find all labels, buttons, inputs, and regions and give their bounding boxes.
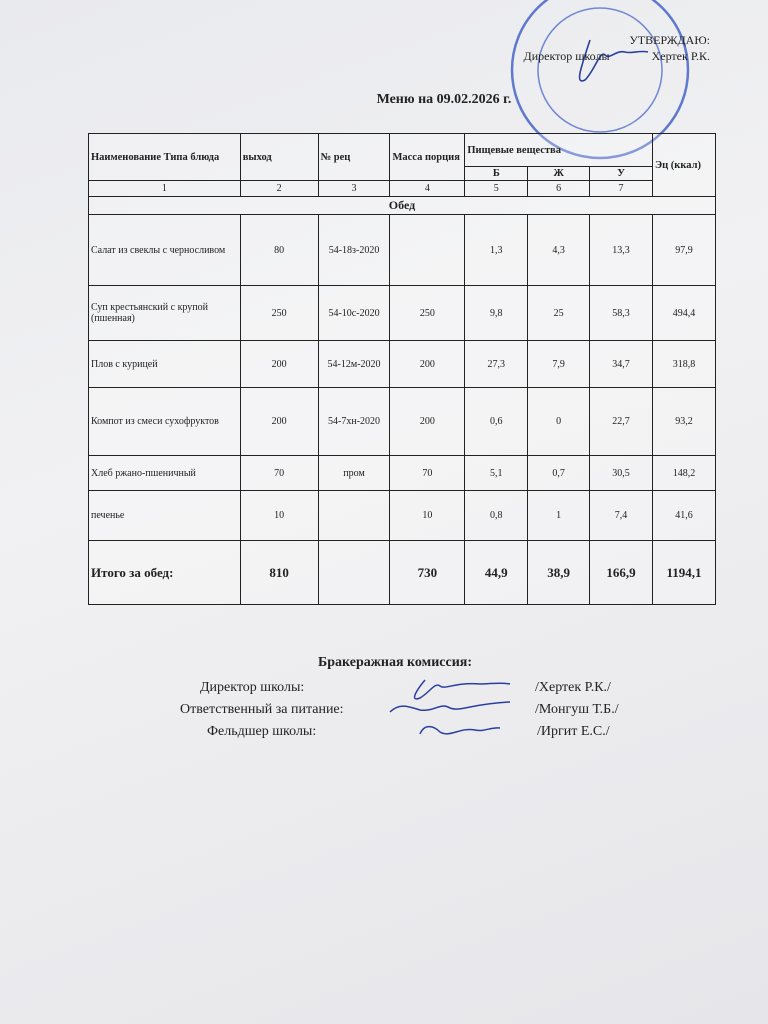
cell: 54-7хн-2020 <box>317 387 391 456</box>
commission-role: Директор школы: <box>200 680 305 695</box>
approval-block: УТВЕРЖДАЮ: Директор школы Хертек Р.К. <box>524 32 710 64</box>
header-nutrients: Пищевые вещества <box>464 133 653 167</box>
col-number: 3 <box>317 180 391 197</box>
menu-table: Наименование Типа блюда выход № рец Масс… <box>88 133 716 605</box>
cell: 200 <box>239 340 319 388</box>
cell: 1,3 <box>464 214 529 286</box>
commission-name: /Хертек Р.К./ <box>535 680 611 695</box>
cell <box>317 490 391 541</box>
cell: 7,4 <box>589 490 653 541</box>
cell: 58,3 <box>589 285 653 341</box>
table-row: печенье 10 10 0,8 1 7,4 41,6 <box>88 490 716 541</box>
cell: 1 <box>527 490 591 541</box>
total-cell: 44,9 <box>464 540 529 605</box>
stamp-inner-ring <box>537 7 663 133</box>
cell: 0,7 <box>527 455 591 491</box>
table-row: Салат из свеклы с черносливом 80 54-18з-20… <box>88 214 716 286</box>
header-mass: Масса порция <box>389 133 466 181</box>
dish-name: Салат из свеклы с черносливом <box>88 214 241 286</box>
commission-role: Фельдшер школы: <box>207 724 317 739</box>
cell: 54-10с-2020 <box>317 285 391 341</box>
column-numbers-row: 1 2 3 4 5 6 7 <box>88 180 716 197</box>
col-number: 5 <box>464 180 529 197</box>
dish-name: Хлеб ржано-пшеничный <box>88 455 241 491</box>
header-zh: Ж <box>527 166 591 181</box>
approval-label: УТВЕРЖДАЮ: <box>629 33 710 47</box>
cell: 494,4 <box>652 285 716 341</box>
section-title: Обед <box>88 196 716 215</box>
cell <box>389 214 466 286</box>
cell: 34,7 <box>589 340 653 388</box>
dish-name: Плов с курицей <box>88 340 241 388</box>
cell: 148,2 <box>652 455 716 491</box>
cell: 10 <box>239 490 319 541</box>
table-row: Хлеб ржано-пшеничный 70 пром 70 5,1 0,7 30,5 14… <box>88 455 716 491</box>
cell: 4,3 <box>527 214 591 286</box>
total-cell: 1194,1 <box>652 540 716 605</box>
dish-name: Суп крестьянский с крупой (пшенная) <box>88 285 241 341</box>
cell: 22,7 <box>589 387 653 456</box>
cell: 200 <box>389 340 466 388</box>
cell: 250 <box>239 285 319 341</box>
cell: 7,9 <box>527 340 591 388</box>
cell: 70 <box>239 455 319 491</box>
commission-name: /Иргит Е.С./ <box>537 724 610 739</box>
dish-name: печенье <box>88 490 241 541</box>
director-signature-top <box>578 39 649 82</box>
dish-name: Компот из смеси сухофруктов <box>88 387 241 456</box>
col-number: 6 <box>527 180 591 197</box>
page-title: Меню на 09.02.2026 г. <box>376 92 512 107</box>
cell: 27,3 <box>464 340 529 388</box>
header-b: Б <box>464 166 529 181</box>
cell: 318,8 <box>652 340 716 388</box>
cell: 70 <box>389 455 466 491</box>
col-number: 1 <box>88 180 241 197</box>
total-label: Итого за обед: <box>88 540 241 605</box>
header-recipe: № рец <box>317 133 391 181</box>
col-number: 4 <box>389 180 466 197</box>
header-u: У <box>589 166 653 181</box>
total-cell: 38,9 <box>527 540 591 605</box>
cell: 5,1 <box>464 455 529 491</box>
commission-signatures <box>389 679 511 735</box>
commission-role: Ответственный за питание: <box>180 702 344 717</box>
cell: 30,5 <box>589 455 653 491</box>
table-row: Компот из смеси сухофруктов 200 54-7хн-202… <box>88 387 716 456</box>
table-row: Плов с курицей 200 54-12м-2020 200 27,3 7,9 34… <box>88 340 716 388</box>
header-name: Наименование Типа блюда <box>88 133 241 181</box>
cell: 25 <box>527 285 591 341</box>
header-output: выход <box>239 133 319 181</box>
table-row: Суп крестьянский с крупой (пшенная) 250 54… <box>88 285 716 341</box>
cell: 250 <box>389 285 466 341</box>
approval-position: Директор школы <box>523 49 610 63</box>
total-cell: 810 <box>239 540 319 605</box>
cell: пром <box>317 455 391 491</box>
commission-title: Бракеражная комиссия: <box>318 655 472 670</box>
cell: 200 <box>239 387 319 456</box>
total-cell <box>317 540 391 605</box>
cell: 0 <box>527 387 591 456</box>
total-row: Итого за обед: 810 730 44,9 38,9 166,9 1194,1 <box>88 540 716 605</box>
cell: 10 <box>389 490 466 541</box>
cell: 0,8 <box>464 490 529 541</box>
header-energy: Эц (ккал) <box>652 133 716 197</box>
col-number: 7 <box>589 180 653 197</box>
cell: 93,2 <box>652 387 716 456</box>
commission-name: /Монгуш Т.Б./ <box>535 702 619 717</box>
total-cell: 730 <box>389 540 466 605</box>
cell: 80 <box>239 214 319 286</box>
cell: 9,8 <box>464 285 529 341</box>
cell: 41,6 <box>652 490 716 541</box>
cell: 13,3 <box>589 214 653 286</box>
cell: 97,9 <box>652 214 716 286</box>
cell: 0,6 <box>464 387 529 456</box>
total-cell: 166,9 <box>589 540 653 605</box>
cell: 54-18з-2020 <box>317 214 391 286</box>
col-number: 2 <box>239 180 319 197</box>
cell: 54-12м-2020 <box>317 340 391 388</box>
cell: 200 <box>389 387 466 456</box>
approval-name: Хертек Р.К. <box>651 49 710 63</box>
